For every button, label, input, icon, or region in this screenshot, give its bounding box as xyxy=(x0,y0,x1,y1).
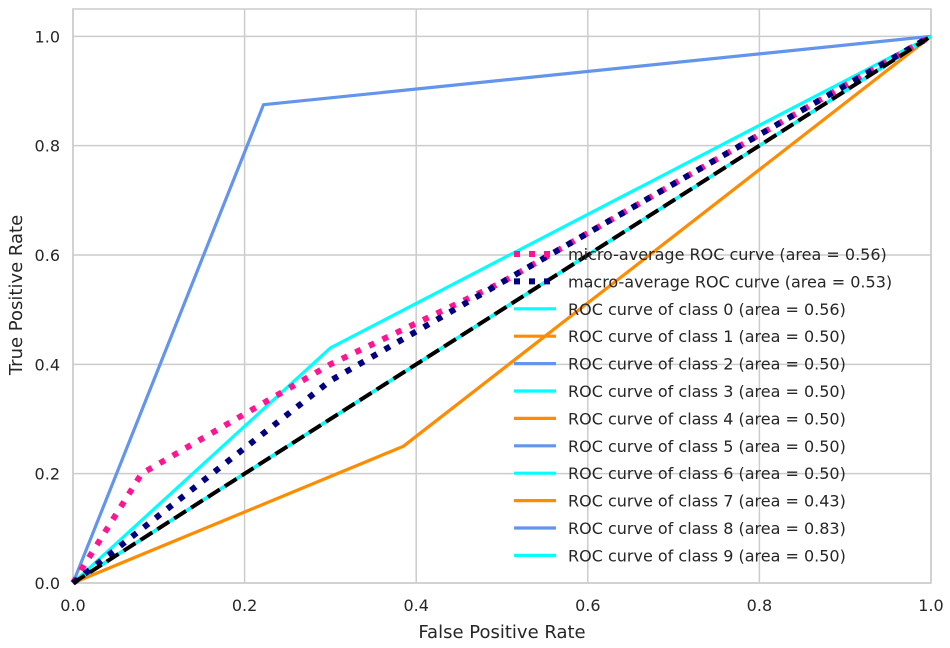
y-tick-label: 0.2 xyxy=(35,465,60,484)
legend-label-6: ROC curve of class 4 (area = 0.50) xyxy=(568,409,846,428)
series-line-9 xyxy=(72,35,932,585)
series-line-0 xyxy=(70,33,933,585)
legend-label-4: ROC curve of class 2 (area = 0.50) xyxy=(568,355,846,374)
legend-label-3: ROC curve of class 1 (area = 0.50) xyxy=(568,327,846,346)
y-tick-label: 0.8 xyxy=(35,137,60,156)
legend-label-9: ROC curve of class 7 (area = 0.43) xyxy=(568,492,846,511)
y-tick-label: 1.0 xyxy=(35,27,60,46)
y-tick-label: 0.4 xyxy=(35,355,60,374)
series-line-2 xyxy=(71,34,932,585)
legend: micro-average ROC curve (area = 0.56) mac… xyxy=(514,245,892,565)
x-tick-label: 0.0 xyxy=(60,596,85,615)
x-tick-label: 0.6 xyxy=(575,596,600,615)
legend-label-5: ROC curve of class 3 (area = 0.50) xyxy=(568,382,846,401)
legend-label-2: ROC curve of class 0 (area = 0.56) xyxy=(568,300,846,319)
legend-label-10: ROC curve of class 8 (area = 0.83) xyxy=(568,519,846,538)
legend-label-7: ROC curve of class 5 (area = 0.50) xyxy=(568,437,846,456)
legend-label-8: ROC curve of class 6 (area = 0.50) xyxy=(568,464,846,483)
series-line-10 xyxy=(71,34,932,584)
legend-label-1: macro-average ROC curve (area = 0.53) xyxy=(568,272,892,291)
y-tick-labels: 0.0 0.2 0.4 0.6 0.8 1.0 xyxy=(35,27,60,593)
y-tick-label: 0.6 xyxy=(35,246,60,265)
x-tick-label: 1.0 xyxy=(918,596,943,615)
legend-label-0: micro-average ROC curve (area = 0.56) xyxy=(568,245,887,264)
legend-label-11: ROC curve of class 9 (area = 0.50) xyxy=(568,546,846,565)
chance-line xyxy=(71,34,933,585)
x-axis-label: False Positive Rate xyxy=(418,622,585,643)
x-tick-label: 0.4 xyxy=(403,596,428,615)
series-layer xyxy=(70,33,933,586)
plot-border xyxy=(72,8,932,584)
y-axis-label: True Positive Rate xyxy=(6,215,27,376)
plot-frame xyxy=(72,8,932,584)
x-tick-label: 0.2 xyxy=(232,596,257,615)
x-tick-label: 0.8 xyxy=(747,596,772,615)
y-tick-label: 0.0 xyxy=(35,574,60,593)
x-tick-labels: 0.0 0.2 0.4 0.6 0.8 1.0 xyxy=(60,596,943,615)
